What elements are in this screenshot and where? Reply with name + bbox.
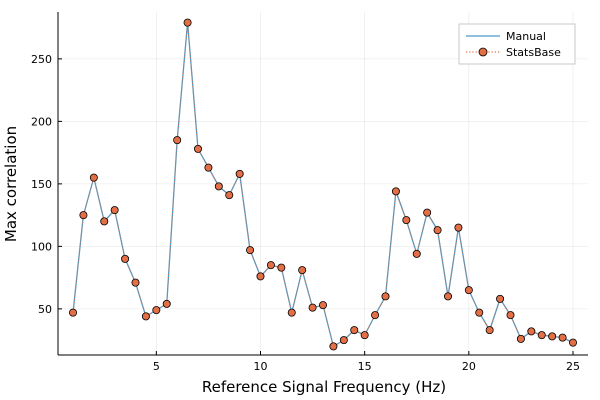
legend-box: [458, 23, 576, 65]
data-point-statsbase: [225, 191, 234, 200]
data-point-statsbase: [454, 223, 463, 232]
y-axis-title: Max correlation: [2, 126, 20, 242]
legend: Manual StatsBase: [458, 23, 576, 65]
data-point-statsbase: [485, 326, 494, 335]
data-point-statsbase: [162, 299, 171, 308]
data-point-statsbase: [350, 326, 359, 335]
data-point-statsbase: [121, 254, 130, 263]
data-point-statsbase: [246, 246, 255, 255]
x-axis-title: Reference Signal Frequency (Hz): [202, 378, 446, 396]
data-point-statsbase: [527, 327, 536, 336]
data-point-statsbase: [183, 18, 192, 27]
data-point-statsbase: [214, 182, 223, 191]
data-point-statsbase: [277, 263, 286, 272]
data-point-statsbase: [193, 144, 202, 153]
data-point-statsbase: [412, 249, 421, 258]
data-point-statsbase: [131, 278, 140, 287]
data-point-statsbase: [433, 226, 442, 235]
data-point-statsbase: [329, 342, 338, 351]
data-point-statsbase: [423, 208, 432, 217]
data-point-statsbase: [402, 216, 411, 225]
data-point-statsbase: [360, 331, 369, 340]
data-point-statsbase: [308, 303, 317, 312]
data-point-statsbase: [152, 306, 161, 315]
legend-label-manual: Manual: [506, 30, 546, 43]
data-point-statsbase: [558, 333, 567, 342]
data-point-statsbase: [89, 173, 98, 182]
y-tick-label: 150: [31, 178, 52, 191]
series-layer: [69, 18, 578, 351]
data-point-statsbase: [371, 311, 380, 320]
data-point-statsbase: [69, 308, 78, 317]
data-point-statsbase: [173, 136, 182, 145]
data-point-statsbase: [339, 336, 348, 345]
data-point-statsbase: [110, 206, 119, 215]
x-tick-label: 15: [358, 360, 372, 373]
data-point-statsbase: [516, 334, 525, 343]
data-point-statsbase: [569, 338, 578, 347]
x-tick-label: 25: [566, 360, 580, 373]
x-tick-label: 10: [254, 360, 268, 373]
y-tick-label: 100: [31, 240, 52, 253]
data-point-statsbase: [537, 331, 546, 340]
y-tick-label: 50: [38, 303, 52, 316]
data-point-statsbase: [548, 332, 557, 341]
data-point-statsbase: [391, 187, 400, 196]
data-point-statsbase: [381, 292, 390, 301]
x-tick-label: 20: [462, 360, 476, 373]
x-tick-label: 5: [153, 360, 160, 373]
axes: 5 10 15 20 25 50 100 150 200 250: [31, 12, 588, 373]
legend-marker-statsbase: [478, 47, 488, 57]
data-point-statsbase: [79, 211, 88, 220]
data-point-statsbase: [496, 294, 505, 303]
data-point-statsbase: [141, 312, 150, 321]
data-point-statsbase: [318, 301, 327, 310]
legend-label-statsbase: StatsBase: [506, 46, 561, 59]
data-point-statsbase: [506, 311, 515, 320]
data-point-statsbase: [266, 261, 275, 270]
data-point-statsbase: [287, 308, 296, 317]
y-tick-label: 250: [31, 53, 52, 66]
data-point-statsbase: [298, 266, 307, 275]
data-point-statsbase: [443, 292, 452, 301]
data-point-statsbase: [475, 308, 484, 317]
data-point-statsbase: [235, 169, 244, 178]
data-point-statsbase: [204, 163, 213, 172]
data-point-statsbase: [100, 217, 109, 226]
data-point-statsbase: [464, 286, 473, 295]
data-point-statsbase: [256, 272, 265, 281]
y-tick-label: 200: [31, 115, 52, 128]
